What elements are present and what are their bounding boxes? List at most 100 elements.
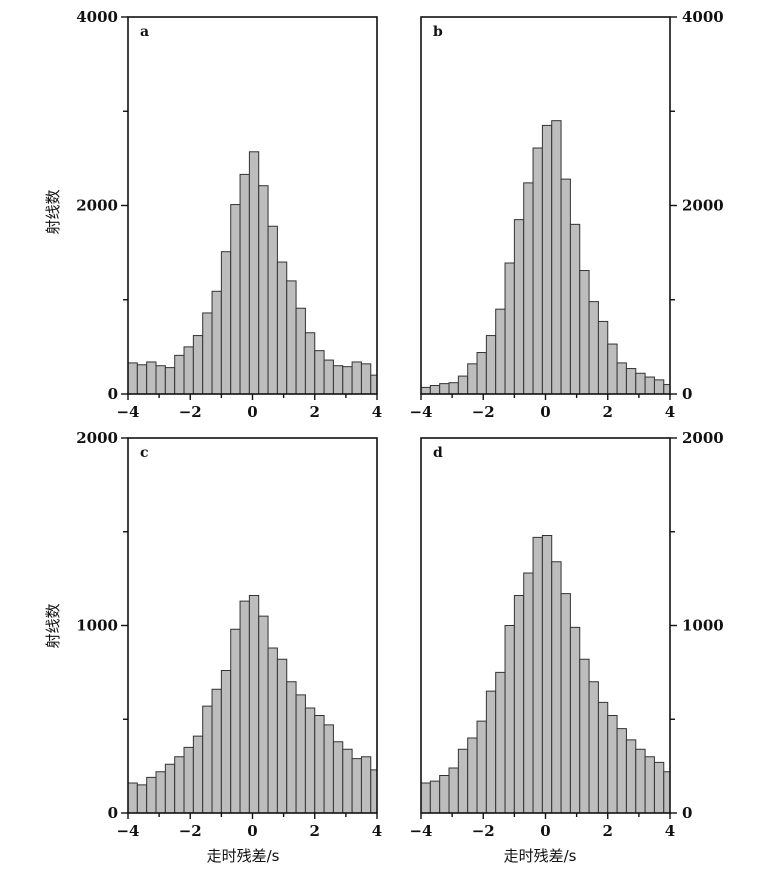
bar-b-1 xyxy=(429,385,441,395)
bar-c-20 xyxy=(314,715,325,814)
xtick-label-b-4: 4 xyxy=(665,403,675,421)
panel-letter-c: c xyxy=(140,445,149,461)
bar-d-10 xyxy=(513,595,525,814)
bar-c-25 xyxy=(360,756,372,814)
bar-d-25 xyxy=(653,761,665,814)
bar-d-22 xyxy=(625,739,637,814)
bar-b-21 xyxy=(616,362,627,395)
bar-a-14 xyxy=(258,185,269,395)
bar-d-8 xyxy=(495,671,506,814)
bar-a-23 xyxy=(342,366,353,395)
xtick-label-d-4: 4 xyxy=(665,822,675,840)
xtick-label-d-3: 2 xyxy=(603,822,613,840)
bar-b-25 xyxy=(653,379,665,395)
bar-d-7 xyxy=(485,690,497,814)
bar-c-12 xyxy=(239,600,250,814)
bar-c-22 xyxy=(332,741,344,814)
bar-d-5 xyxy=(467,737,478,814)
xtick-label-b-0: −4 xyxy=(409,403,432,421)
bar-d-11 xyxy=(523,572,534,814)
ytick-label-d-0: 0 xyxy=(682,804,692,822)
xtick-label-b-3: 2 xyxy=(603,403,613,421)
bar-b-11 xyxy=(523,182,534,395)
bar-d-19 xyxy=(597,701,609,814)
bar-a-12 xyxy=(239,173,250,395)
bar-c-5 xyxy=(174,756,185,814)
bar-a-2 xyxy=(146,361,157,395)
bar-d-24 xyxy=(644,756,655,814)
bar-a-17 xyxy=(286,280,297,395)
bar-d-2 xyxy=(439,775,450,814)
xtick-label-c-4: 4 xyxy=(372,822,382,840)
bar-b-3 xyxy=(448,382,459,395)
ytick-label-a-1: 2000 xyxy=(76,197,118,215)
bar-a-16 xyxy=(276,261,288,395)
bar-a-6 xyxy=(183,346,194,395)
bar-c-26 xyxy=(370,769,378,814)
bar-a-20 xyxy=(314,350,325,395)
bar-b-15 xyxy=(560,178,571,395)
bar-a-18 xyxy=(295,307,306,395)
bar-b-16 xyxy=(569,223,581,395)
bar-a-4 xyxy=(164,367,176,395)
bar-b-17 xyxy=(579,270,590,395)
bar-c-14 xyxy=(258,615,269,814)
bar-c-13 xyxy=(248,595,260,814)
bar-a-10 xyxy=(220,251,232,395)
ytick-label-d-2: 2000 xyxy=(682,429,724,447)
bar-c-8 xyxy=(202,705,213,814)
ytick-label-b-0: 0 xyxy=(682,385,692,403)
bar-d-17 xyxy=(579,658,590,814)
bar-b-5 xyxy=(467,363,478,395)
bar-d-3 xyxy=(448,767,459,814)
bar-c-11 xyxy=(230,628,241,814)
ylabel-bottom: 射线数 xyxy=(44,603,62,648)
xtick-label-a-3: 2 xyxy=(310,403,320,421)
ytick-label-d-1: 1000 xyxy=(682,617,724,635)
bar-a-3 xyxy=(155,365,166,395)
ytick-label-b-1: 2000 xyxy=(682,197,724,215)
xtick-label-c-3: 2 xyxy=(310,822,320,840)
bar-b-6 xyxy=(476,352,487,395)
ytick-label-c-2: 2000 xyxy=(76,429,118,447)
xtick-label-a-2: 0 xyxy=(247,403,257,421)
bar-c-2 xyxy=(146,776,157,814)
bar-a-25 xyxy=(360,363,372,395)
ytick-label-a-2: 4000 xyxy=(76,8,118,26)
bar-a-13 xyxy=(248,151,260,395)
bar-a-7 xyxy=(192,335,204,395)
bar-d-18 xyxy=(588,681,599,814)
bar-d-16 xyxy=(569,626,581,814)
xtick-label-d-2: 0 xyxy=(540,822,550,840)
bar-d-21 xyxy=(616,728,627,814)
bar-a-21 xyxy=(323,359,334,395)
bar-d-1 xyxy=(429,780,441,814)
xtick-label-d-1: −2 xyxy=(472,822,495,840)
bar-c-1 xyxy=(136,784,148,814)
ytick-label-c-1: 1000 xyxy=(76,617,118,635)
bar-b-8 xyxy=(495,308,506,395)
bar-d-0 xyxy=(420,782,431,814)
bar-b-20 xyxy=(607,343,618,395)
bar-d-20 xyxy=(607,715,618,814)
xtick-label-c-2: 0 xyxy=(247,822,257,840)
xtick-label-a-0: −4 xyxy=(116,403,139,421)
panel-a: a −4 −2 0 2 4 0 2000 4000 xyxy=(76,8,382,421)
bar-b-14 xyxy=(551,120,562,395)
bar-c-23 xyxy=(342,748,353,814)
bar-c-10 xyxy=(220,670,232,814)
bar-a-11 xyxy=(230,204,241,395)
panel-letter-d: d xyxy=(433,445,443,461)
bar-b-7 xyxy=(485,335,497,395)
xlabel-right: 走时残差/s xyxy=(504,847,577,865)
bar-b-19 xyxy=(597,320,609,395)
panel-letter-b: b xyxy=(433,24,443,40)
bar-b-9 xyxy=(504,262,515,395)
bar-b-23 xyxy=(635,372,646,395)
bar-d-23 xyxy=(635,748,646,814)
bar-c-19 xyxy=(304,707,316,814)
bar-a-15 xyxy=(267,225,278,395)
bar-c-17 xyxy=(286,681,297,814)
bar-b-10 xyxy=(513,219,525,395)
